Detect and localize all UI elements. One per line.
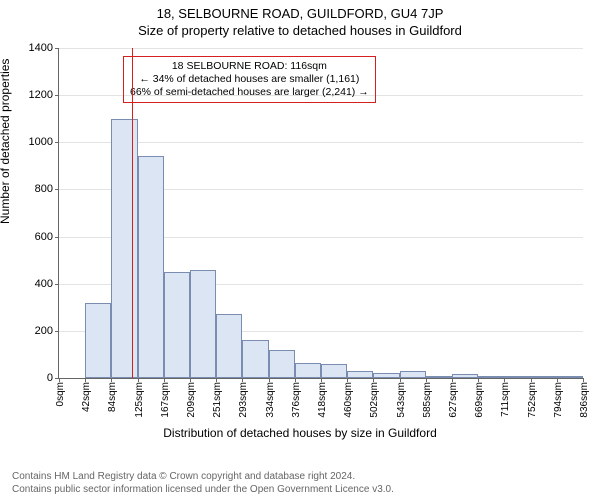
ytick-mark [55, 331, 59, 332]
annotation-line: 66% of semi-detached houses are larger (… [130, 86, 369, 99]
histogram-bar [242, 340, 268, 378]
xtick-label: 42sqm [81, 382, 92, 412]
xtick-label: 251sqm [212, 382, 223, 418]
ytick-label: 1200 [29, 89, 53, 101]
annotation-line: ← 34% of detached houses are smaller (1,… [130, 73, 369, 86]
histogram-bar [426, 376, 452, 378]
xtick-label: 836sqm [579, 382, 590, 418]
xtick-label: 167sqm [160, 382, 171, 418]
xtick-label: 794sqm [553, 382, 564, 418]
ytick-label: 400 [35, 278, 53, 290]
histogram-bar [85, 303, 111, 378]
chart-area: Number of detached properties 18 SELBOUR… [0, 44, 600, 444]
xtick-label: 293sqm [238, 382, 249, 418]
footer-attribution: Contains HM Land Registry data © Crown c… [12, 471, 394, 496]
histogram-bar [321, 364, 347, 378]
xtick-label: 669sqm [474, 382, 485, 418]
annotation-line: 18 SELBOURNE ROAD: 116sqm [130, 60, 369, 73]
marker-annotation: 18 SELBOURNE ROAD: 116sqm← 34% of detach… [123, 56, 376, 103]
xtick-label: 502sqm [369, 382, 380, 418]
xtick-label: 0sqm [55, 382, 66, 406]
ytick-mark [55, 95, 59, 96]
histogram-bar [373, 373, 399, 378]
chart-container: 18, SELBOURNE ROAD, GUILDFORD, GU4 7JP S… [0, 0, 600, 500]
ytick-label: 200 [35, 325, 53, 337]
plot-region: 18 SELBOURNE ROAD: 116sqm← 34% of detach… [58, 48, 583, 379]
gridline [59, 95, 583, 96]
ytick-mark [55, 48, 59, 49]
histogram-bar [452, 374, 478, 378]
gridline [59, 142, 583, 143]
xtick-label: 209sqm [186, 382, 197, 418]
ytick-label: 0 [47, 372, 53, 384]
histogram-bar [111, 119, 137, 378]
histogram-bar [216, 314, 242, 378]
xtick-label: 627sqm [448, 382, 459, 418]
histogram-bar [531, 376, 557, 378]
xtick-label: 752sqm [527, 382, 538, 418]
ytick-mark [55, 189, 59, 190]
histogram-bar [504, 376, 530, 378]
y-axis-label: Number of detached properties [0, 59, 12, 224]
xtick-label: 376sqm [291, 382, 302, 418]
histogram-bar [478, 376, 504, 378]
xtick-label: 460sqm [343, 382, 354, 418]
marker-line [132, 48, 133, 378]
histogram-bar [295, 363, 321, 378]
histogram-bar [557, 376, 583, 378]
histogram-bar [347, 371, 373, 378]
xtick-label: 334sqm [265, 382, 276, 418]
xtick-label: 543sqm [396, 382, 407, 418]
title-address: 18, SELBOURNE ROAD, GUILDFORD, GU4 7JP [0, 0, 600, 21]
x-axis-label: Distribution of detached houses by size … [0, 426, 600, 440]
ytick-mark [55, 284, 59, 285]
xtick-label: 585sqm [422, 382, 433, 418]
title-subtitle: Size of property relative to detached ho… [0, 21, 600, 38]
histogram-bar [138, 156, 164, 378]
histogram-bar [269, 350, 295, 378]
ytick-label: 600 [35, 231, 53, 243]
xtick-label: 418sqm [317, 382, 328, 418]
footer-line-1: Contains HM Land Registry data © Crown c… [12, 471, 394, 484]
ytick-label: 800 [35, 183, 53, 195]
footer-line-2: Contains public sector information licen… [12, 484, 394, 497]
histogram-bar [190, 270, 216, 378]
histogram-bar [164, 272, 190, 378]
ytick-mark [55, 237, 59, 238]
ytick-label: 1000 [29, 136, 53, 148]
ytick-mark [55, 142, 59, 143]
xtick-label: 84sqm [107, 382, 118, 412]
xtick-label: 711sqm [500, 382, 511, 417]
gridline [59, 48, 583, 49]
ytick-label: 1400 [29, 42, 53, 54]
histogram-bar [400, 371, 426, 378]
xtick-label: 125sqm [134, 382, 145, 418]
